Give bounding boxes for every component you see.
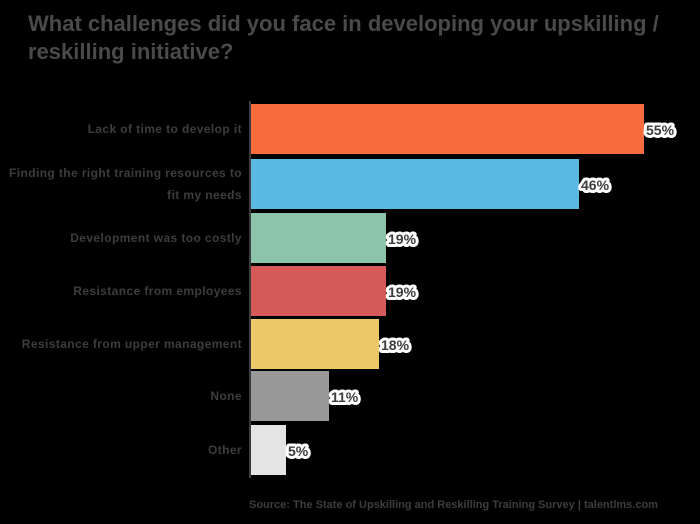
svg-text:18%: 18% [381, 337, 410, 353]
svg-text:55%: 55% [646, 122, 675, 138]
svg-text:19%: 19% [388, 284, 417, 300]
svg-text:11%: 11% [331, 389, 359, 405]
svg-text:19%: 19% [388, 231, 417, 247]
svg-text:5%: 5% [288, 443, 309, 459]
svg-text:46%: 46% [581, 177, 610, 193]
